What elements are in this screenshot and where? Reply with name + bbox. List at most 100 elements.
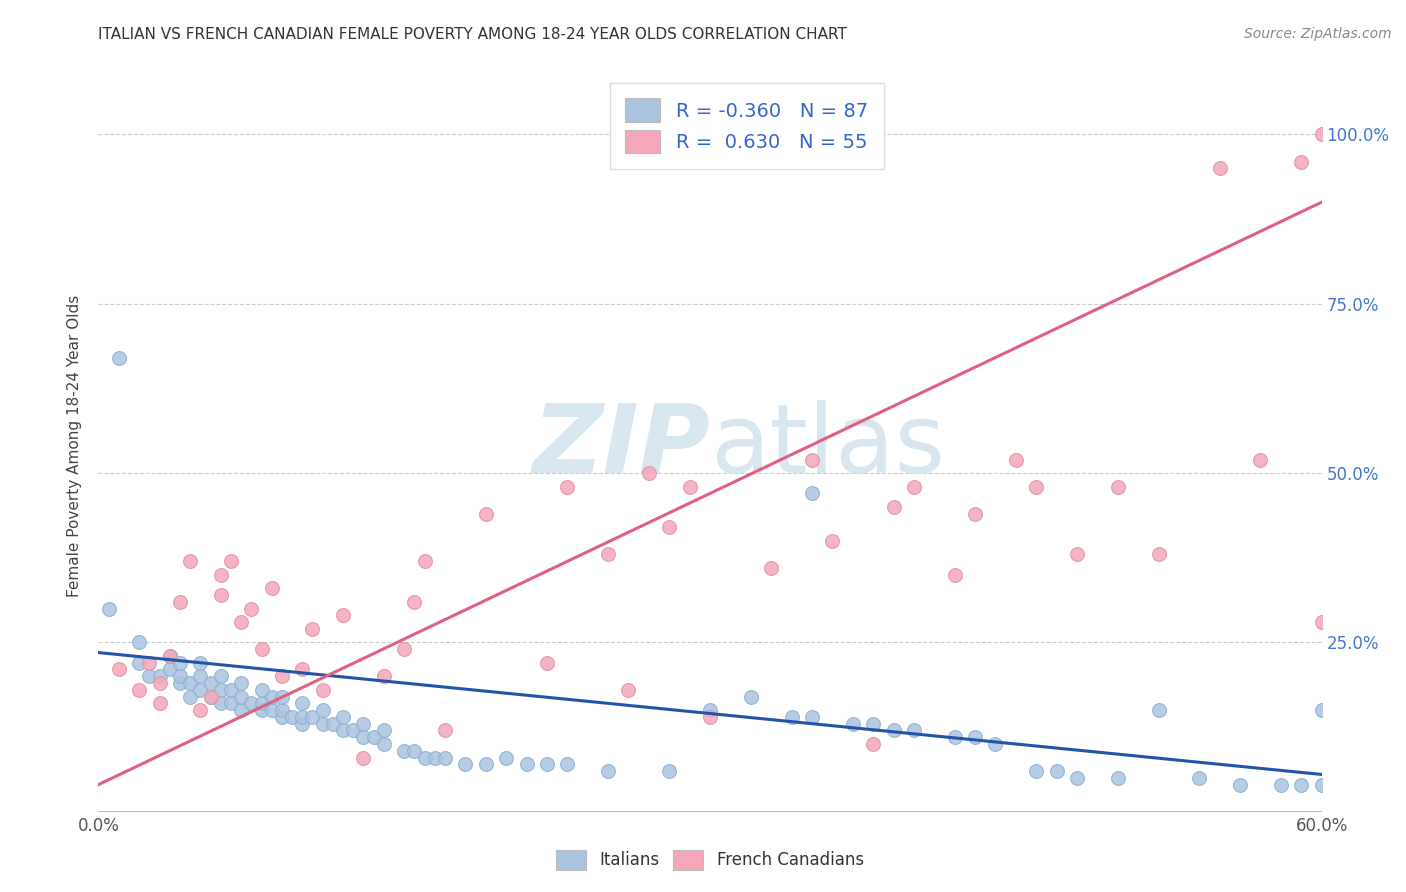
Point [209, 669, 232, 683]
Point [188, 703, 212, 717]
Point [169, 656, 191, 670]
Point [188, 656, 212, 670]
Point [536, 656, 558, 670]
Point [240, 697, 263, 711]
Point [250, 697, 273, 711]
Point [1025, 480, 1047, 494]
Point [903, 723, 925, 738]
Point [658, 764, 681, 778]
Point [413, 750, 436, 764]
Point [250, 703, 273, 717]
Point [291, 710, 314, 724]
Point [128, 682, 150, 697]
Point [188, 669, 212, 683]
Point [699, 703, 721, 717]
Text: atlas: atlas [710, 400, 945, 492]
Point [392, 642, 416, 657]
Point [557, 757, 579, 772]
Point [1066, 547, 1088, 561]
Point [965, 507, 987, 521]
Point [373, 669, 395, 683]
Point [270, 703, 294, 717]
Point [638, 466, 661, 480]
Point [352, 716, 374, 731]
Point [332, 608, 354, 623]
Point [231, 690, 253, 704]
Point [200, 690, 222, 704]
Point [1310, 703, 1333, 717]
Point [495, 750, 517, 764]
Point [965, 730, 987, 744]
Point [260, 690, 283, 704]
Point [312, 682, 335, 697]
Point [801, 486, 824, 500]
Point [1025, 764, 1047, 778]
Point [169, 595, 191, 609]
Point [740, 690, 762, 704]
Point [322, 716, 344, 731]
Point [209, 697, 232, 711]
Text: Source: ZipAtlas.com: Source: ZipAtlas.com [1244, 27, 1392, 41]
Point [291, 663, 314, 677]
Point [404, 595, 426, 609]
Point [617, 682, 640, 697]
Point [373, 723, 395, 738]
Point [312, 716, 335, 731]
Point [352, 750, 374, 764]
Point [392, 744, 416, 758]
Point [984, 737, 1007, 751]
Point [179, 676, 201, 690]
Point [1066, 771, 1088, 785]
Point [423, 750, 446, 764]
Point [159, 648, 181, 663]
Point [342, 723, 364, 738]
Point [332, 710, 354, 724]
Point [231, 703, 253, 717]
Point [474, 757, 498, 772]
Point [231, 676, 253, 690]
Point [97, 601, 120, 615]
Point [240, 601, 263, 615]
Point [149, 697, 172, 711]
Point [149, 669, 172, 683]
Point [943, 567, 966, 582]
Point [301, 710, 323, 724]
Point [821, 533, 844, 548]
Point [219, 682, 242, 697]
Point [598, 547, 620, 561]
Point [169, 676, 191, 690]
Point [454, 757, 477, 772]
Point [159, 663, 181, 677]
Point [699, 710, 721, 724]
Point [200, 690, 222, 704]
Point [169, 669, 191, 683]
Point [291, 716, 314, 731]
Point [312, 703, 335, 717]
Y-axis label: Female Poverty Among 18-24 Year Olds: Female Poverty Among 18-24 Year Olds [67, 295, 83, 597]
Point [291, 697, 314, 711]
Text: ZIP: ZIP [531, 400, 710, 492]
Point [862, 716, 884, 731]
Point [761, 561, 783, 575]
Point [883, 500, 905, 514]
Point [1291, 154, 1313, 169]
Point [108, 663, 131, 677]
Point [260, 703, 283, 717]
Point [159, 648, 181, 663]
Point [250, 682, 273, 697]
Point [301, 622, 323, 636]
Text: ITALIAN VS FRENCH CANADIAN FEMALE POVERTY AMONG 18-24 YEAR OLDS CORRELATION CHAR: ITALIAN VS FRENCH CANADIAN FEMALE POVERT… [98, 27, 848, 42]
Point [149, 676, 172, 690]
Point [903, 480, 925, 494]
Point [1045, 764, 1069, 778]
Point [250, 642, 273, 657]
Point [1147, 703, 1170, 717]
Point [516, 757, 538, 772]
Point [219, 554, 242, 568]
Point [108, 351, 131, 365]
Point [373, 737, 395, 751]
Point [404, 744, 426, 758]
Point [138, 656, 160, 670]
Point [434, 723, 457, 738]
Point [209, 588, 232, 602]
